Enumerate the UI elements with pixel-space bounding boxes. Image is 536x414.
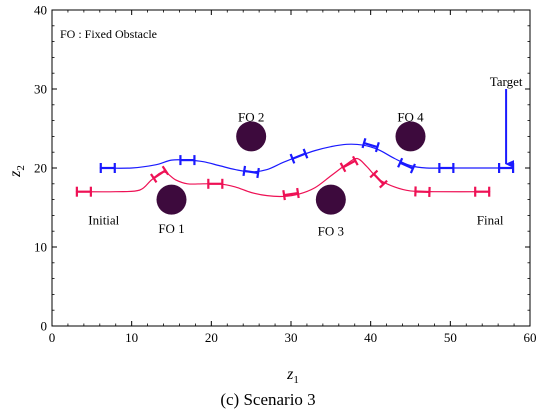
waypoint-marker-bar <box>342 159 356 169</box>
waypoint-marker-cap <box>374 141 380 153</box>
waypoint-marker <box>207 178 224 189</box>
y-tick-label: 0 <box>41 319 48 334</box>
annotations: Initial Final Target <box>88 74 523 227</box>
x-axis-label-sub: 1 <box>293 374 299 386</box>
obstacles: FO 1 FO 2 FO 3 FO 4 <box>156 110 426 238</box>
obstacle-label: FO 4 <box>397 110 424 125</box>
obstacle-disc <box>236 121 267 152</box>
y-axis-label-main: z <box>7 170 24 178</box>
waypoint-marker-cap <box>242 165 247 177</box>
waypoint-marker <box>289 148 309 164</box>
waypoint-marker-bar <box>399 161 414 170</box>
y-axis-label: z2 <box>7 165 27 178</box>
waypoint-marker-cap <box>256 167 260 179</box>
waypoint-marker-bar <box>153 169 166 180</box>
annotation-text: Initial <box>88 212 119 227</box>
waypoint-marker <box>474 186 491 197</box>
x-tick-label: 20 <box>205 330 218 345</box>
obstacle-label: FO 3 <box>318 223 344 238</box>
y-axis-ticks: 0 10 20 30 40 <box>34 3 530 334</box>
waypoint-marker-cap <box>282 189 286 201</box>
waypoint-marker-bar <box>244 169 259 175</box>
x-tick-label: 40 <box>364 330 377 345</box>
waypoint-marker <box>498 163 515 173</box>
waypoint-marker-bar <box>373 173 385 185</box>
waypoint-marker-cap <box>409 163 416 174</box>
waypoint-marker <box>414 186 431 197</box>
y-tick-label: 30 <box>34 82 47 97</box>
waypoint-marker-bar <box>363 142 378 149</box>
waypoint-marker-cap <box>397 157 404 168</box>
waypoint-marker-cap <box>302 148 309 159</box>
waypoint-marker <box>361 137 380 153</box>
waypoint-marker <box>282 187 300 201</box>
y-axis-label-sub: 2 <box>15 165 27 171</box>
fixed-obstacle-note: FO : Fixed Obstacle <box>60 27 157 41</box>
y-tick-label: 20 <box>34 161 47 176</box>
waypoint-marker-cap <box>289 153 296 164</box>
waypoint-marker-cap <box>296 187 300 199</box>
x-axis-label: z1 <box>286 366 299 386</box>
waypoint-marker-cap <box>379 179 388 189</box>
obstacle-label: FO 1 <box>158 221 184 236</box>
waypoint-marker <box>150 165 170 183</box>
x-tick-label: 50 <box>444 330 457 345</box>
waypoint-marker-bar <box>292 152 306 160</box>
waypoint-marker <box>438 163 455 173</box>
waypoint-marker <box>242 165 260 179</box>
waypoint-marker <box>369 169 388 189</box>
waypoint-marker <box>179 155 196 166</box>
waypoint-marker <box>339 155 359 173</box>
x-axis-label-main: z <box>286 366 294 383</box>
waypoint-marker-cap <box>339 162 347 173</box>
x-tick-label: 30 <box>285 330 298 345</box>
x-tick-label: 60 <box>524 330 536 345</box>
waypoint-marker-cap <box>352 155 359 166</box>
waypoint-marker <box>397 157 416 174</box>
x-axis-ticks: 0 10 20 30 40 50 60 <box>49 10 536 345</box>
obstacle-disc <box>156 184 187 215</box>
waypoint-marker-bar <box>283 191 299 197</box>
trajectories <box>75 89 515 201</box>
obstacle-disc <box>395 121 426 152</box>
waypoint-marker-cap <box>369 169 379 179</box>
annotation-text: Target <box>490 74 523 89</box>
figure-caption: (c) Scenario 3 <box>220 390 315 409</box>
waypoint-marker-cap <box>150 173 158 183</box>
waypoint-marker <box>99 163 116 173</box>
obstacle-disc <box>315 184 346 215</box>
waypoint-marker-cap <box>161 165 170 176</box>
annotation-text: Final <box>477 212 504 227</box>
y-tick-label: 40 <box>34 3 47 18</box>
x-tick-label: 10 <box>125 330 138 345</box>
y-tick-label: 10 <box>34 240 47 255</box>
waypoint-marker-cap <box>361 137 367 149</box>
waypoint-marker <box>75 186 92 197</box>
obstacle-label: FO 2 <box>238 110 264 125</box>
x-tick-label: 0 <box>49 330 56 345</box>
